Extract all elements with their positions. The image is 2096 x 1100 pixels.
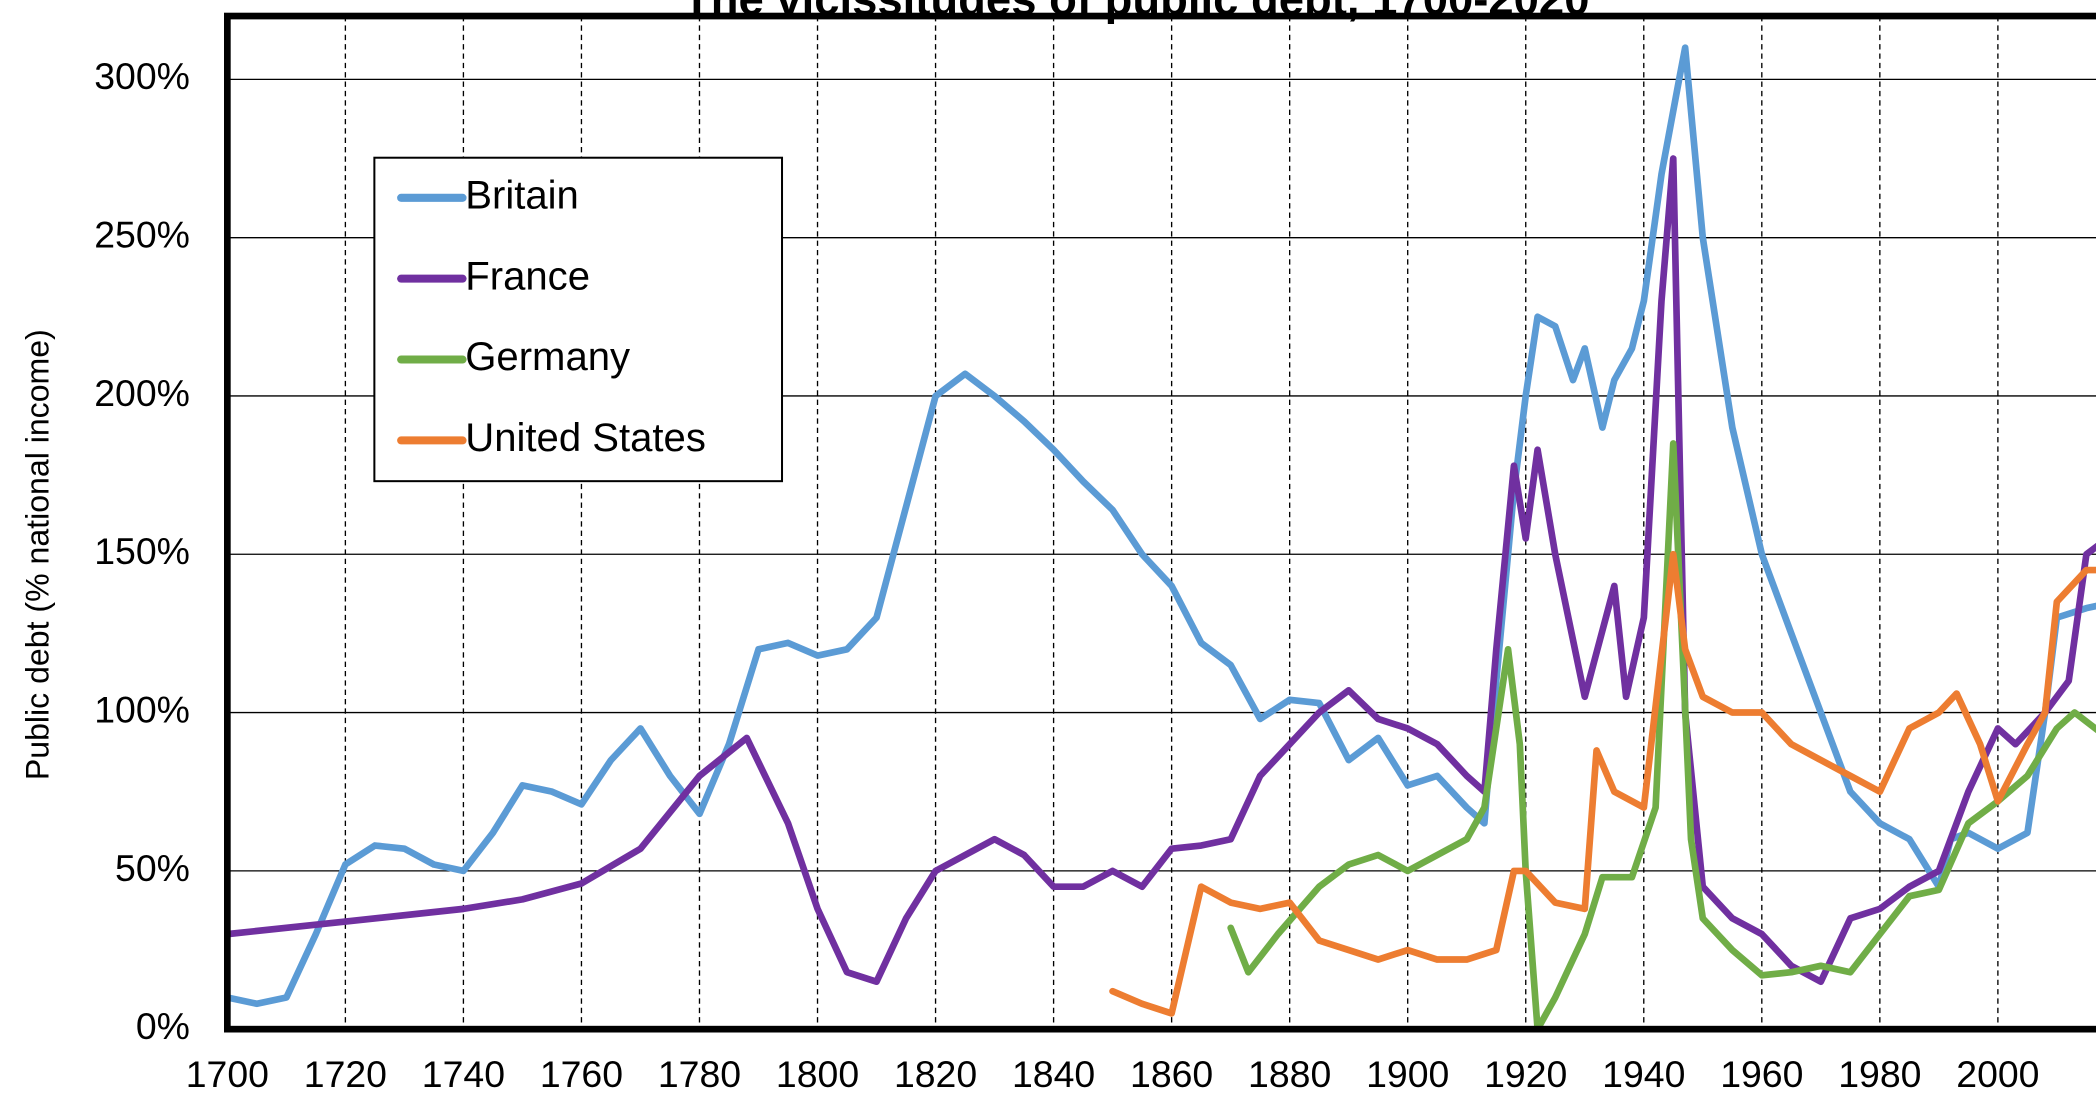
legend: Britain France Germany United States [373, 156, 784, 483]
x-tick-label: 1880 [1248, 1053, 1331, 1095]
y-tick-label: 300% [94, 55, 190, 97]
x-tick-label: 1920 [1484, 1053, 1567, 1095]
legend-label: Germany [465, 335, 630, 379]
x-tick-label: 1740 [422, 1053, 505, 1095]
legend-box [373, 156, 784, 483]
x-tick-label: 1940 [1602, 1053, 1685, 1095]
legend-label: Britain [465, 173, 579, 217]
x-tick-label: 1960 [1720, 1053, 1803, 1095]
y-tick-label: 200% [94, 372, 190, 414]
x-tick-label: 1800 [776, 1053, 859, 1095]
x-tick-label: 1720 [304, 1053, 387, 1095]
x-tick-label: 1780 [658, 1053, 741, 1095]
y-tick-label: 0% [136, 1005, 190, 1047]
x-tick-label: 1820 [894, 1053, 977, 1095]
axes: 0% 50% 100% 150% 200% 250% 300% 1700 1720 1740 176… [94, 12, 2096, 1095]
x-tick-label: 1700 [186, 1053, 269, 1095]
legend-label: United States [465, 416, 706, 460]
x-tick-label: 1900 [1366, 1053, 1449, 1095]
series-line [1227, 440, 2096, 1033]
y-tick-label: 50% [115, 847, 190, 889]
x-tick-label: 2000 [1956, 1053, 2039, 1095]
plot-frame [224, 12, 2096, 1033]
y-tick-label: 150% [94, 530, 190, 572]
chart-title: The vicissitudes of public debt, 1700-20… [683, 0, 1590, 25]
x-tick-label: 1840 [1012, 1053, 1095, 1095]
y-tick-label: 100% [94, 688, 190, 730]
series-line [224, 155, 2096, 986]
x-tick-label: 1860 [1130, 1053, 1213, 1095]
lines [224, 44, 2096, 1033]
x-tick-label: 1980 [1838, 1053, 1921, 1095]
series-line [224, 44, 2096, 1008]
legend-label: France [465, 254, 590, 298]
y-axis-label: Public debt (% national income) [20, 329, 56, 780]
y-tick-label: 250% [94, 214, 190, 256]
x-tick-label: 1760 [540, 1053, 623, 1095]
series-line [1109, 550, 2096, 1017]
